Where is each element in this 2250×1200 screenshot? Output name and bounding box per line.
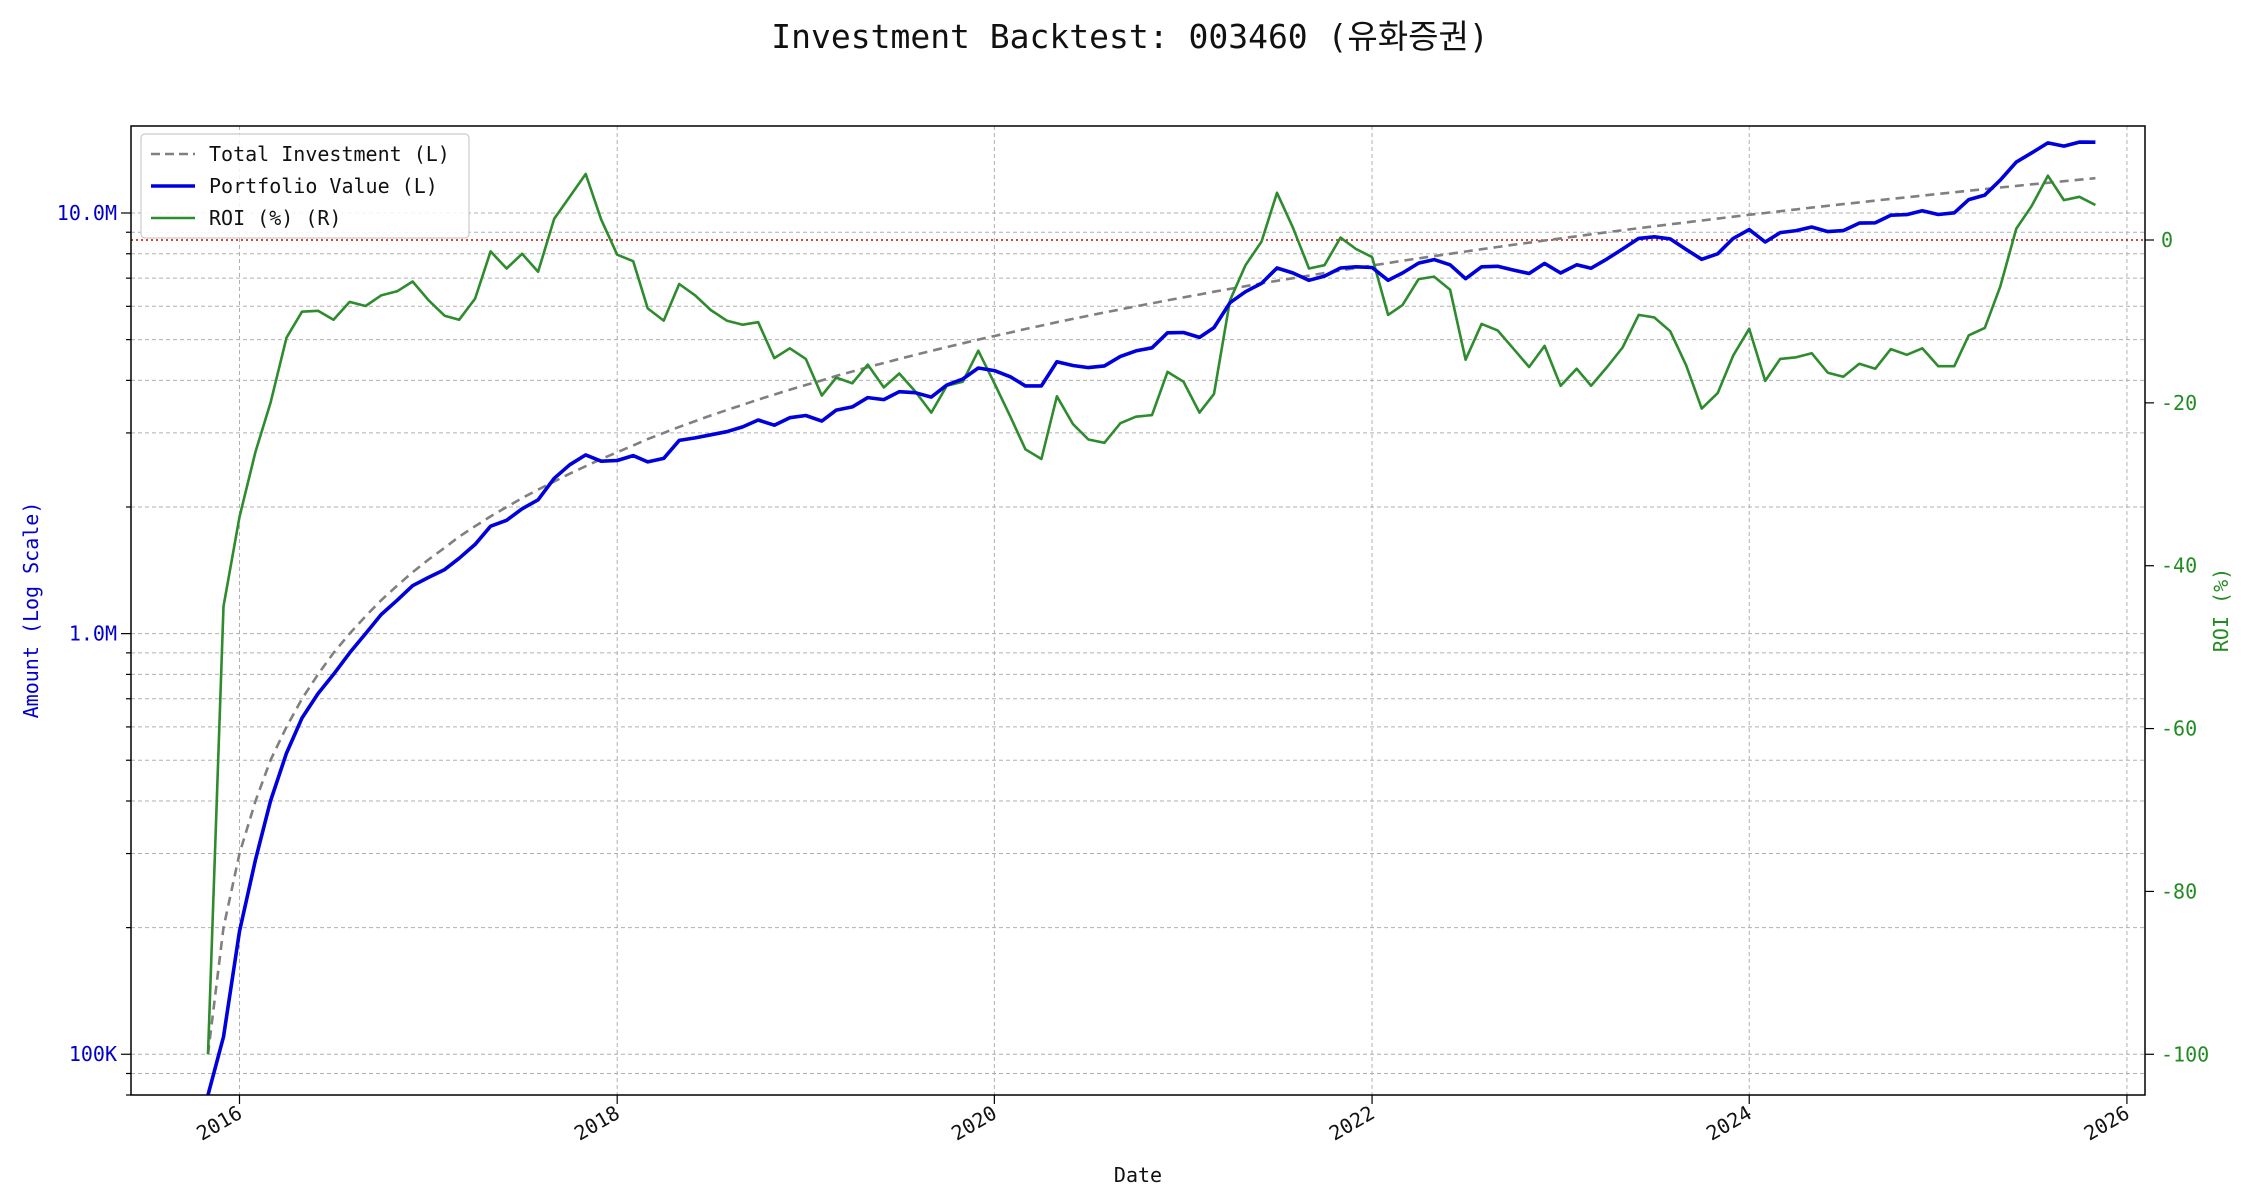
total-investment-line [206,176,2096,1055]
roi-line [206,172,2096,1055]
portfolio-value-line [206,140,2096,1095]
chart-title: Investment Backtest: 003460 (유화증권) [771,17,1488,56]
right-y-tick-label: -40 [2161,554,2197,578]
plot-frame [130,125,2146,1096]
left-y-tick-label: 1.0M [69,622,117,646]
legend: Total Investment (L) Portfolio Value (L)… [140,133,470,239]
left-y-axis: 100K 1.0M 10.0M [57,201,131,1096]
left-y-axis-label: Amount (Log Scale) [19,502,43,719]
right-y-tick-label: -80 [2161,879,2197,903]
left-y-tick-label: 10.0M [57,201,117,225]
legend-label-total-investment: Total Investment (L) [209,142,450,166]
right-y-axis-label: ROI (%) [2209,568,2233,652]
legend-label-portfolio-value: Portfolio Value (L) [209,174,438,198]
legend-label-roi: ROI (%) (R) [209,206,341,230]
left-y-tick-label: 100K [69,1042,117,1066]
legend-box [140,133,470,239]
x-axis-label: Date [1114,1163,1162,1187]
right-y-axis: 0 -20 -40 -60 -80 -100 [2145,228,2209,1066]
right-y-tick-label: -100 [2161,1042,2209,1066]
right-y-tick-label: -60 [2161,717,2197,741]
grid-lines [131,126,2145,1096]
right-y-tick-label: -20 [2161,391,2197,415]
series-lines [206,140,2096,1095]
right-y-tick-label: 0 [2161,228,2173,252]
